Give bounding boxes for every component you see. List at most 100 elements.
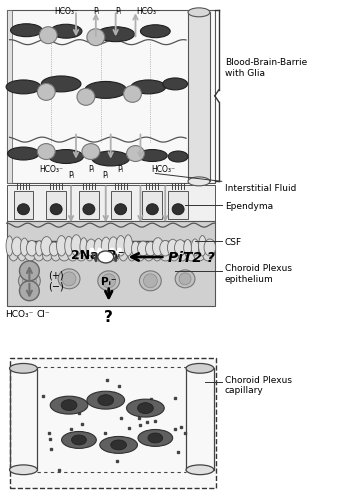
Ellipse shape bbox=[203, 249, 213, 262]
Ellipse shape bbox=[37, 144, 55, 160]
Bar bbox=[6, 222, 215, 306]
Bar bbox=[188, 14, 210, 182]
Ellipse shape bbox=[148, 433, 163, 443]
Text: Pᵢ: Pᵢ bbox=[117, 165, 124, 174]
Ellipse shape bbox=[127, 399, 164, 417]
Ellipse shape bbox=[138, 430, 173, 446]
Ellipse shape bbox=[131, 81, 166, 95]
Ellipse shape bbox=[62, 273, 76, 286]
Text: Choroid Plexus
epithelium: Choroid Plexus epithelium bbox=[225, 264, 292, 283]
Ellipse shape bbox=[22, 275, 36, 288]
Ellipse shape bbox=[72, 435, 87, 445]
Ellipse shape bbox=[163, 79, 188, 91]
Ellipse shape bbox=[127, 146, 145, 162]
Ellipse shape bbox=[62, 432, 96, 448]
Text: 2Na⁺: 2Na⁺ bbox=[71, 248, 105, 262]
Ellipse shape bbox=[128, 247, 136, 262]
Ellipse shape bbox=[57, 236, 67, 257]
Ellipse shape bbox=[143, 275, 157, 288]
Text: Pᵢ: Pᵢ bbox=[88, 165, 94, 174]
Ellipse shape bbox=[168, 152, 188, 163]
Ellipse shape bbox=[83, 204, 95, 215]
Ellipse shape bbox=[19, 272, 40, 291]
Ellipse shape bbox=[143, 246, 154, 262]
Bar bbox=[79, 192, 99, 220]
Ellipse shape bbox=[80, 238, 88, 257]
Ellipse shape bbox=[92, 244, 104, 262]
Ellipse shape bbox=[50, 204, 62, 215]
Ellipse shape bbox=[111, 440, 127, 450]
Ellipse shape bbox=[115, 204, 127, 215]
Ellipse shape bbox=[124, 235, 132, 257]
Ellipse shape bbox=[82, 144, 100, 160]
Ellipse shape bbox=[41, 237, 52, 257]
Ellipse shape bbox=[36, 241, 43, 257]
Text: HCO₃⁻: HCO₃⁻ bbox=[54, 8, 78, 17]
Text: Choroid Plexus
capillary: Choroid Plexus capillary bbox=[225, 375, 292, 394]
Ellipse shape bbox=[50, 25, 82, 39]
Text: PiT2 ?: PiT2 ? bbox=[168, 250, 215, 265]
Bar bbox=[14, 192, 33, 220]
Ellipse shape bbox=[101, 237, 111, 257]
Ellipse shape bbox=[20, 281, 39, 301]
Ellipse shape bbox=[186, 247, 196, 262]
Bar bbox=[142, 192, 162, 220]
Ellipse shape bbox=[94, 239, 103, 257]
Ellipse shape bbox=[49, 150, 83, 164]
Ellipse shape bbox=[116, 236, 126, 257]
Ellipse shape bbox=[191, 239, 199, 257]
Ellipse shape bbox=[140, 272, 161, 291]
Text: CSF: CSF bbox=[225, 237, 242, 246]
Text: Pᵢ⁻: Pᵢ⁻ bbox=[101, 276, 116, 286]
Ellipse shape bbox=[50, 396, 88, 414]
Bar bbox=[46, 192, 66, 220]
Ellipse shape bbox=[71, 235, 82, 257]
Ellipse shape bbox=[24, 246, 37, 262]
Ellipse shape bbox=[42, 249, 52, 262]
Ellipse shape bbox=[152, 238, 163, 257]
Ellipse shape bbox=[12, 237, 22, 257]
Text: Blood-Brain-Barrie
with Glia: Blood-Brain-Barrie with Glia bbox=[225, 58, 307, 78]
Text: (−): (−) bbox=[48, 281, 64, 291]
Ellipse shape bbox=[20, 262, 39, 281]
Ellipse shape bbox=[188, 177, 210, 186]
Ellipse shape bbox=[26, 241, 37, 257]
Ellipse shape bbox=[68, 249, 78, 262]
Ellipse shape bbox=[11, 25, 42, 38]
Ellipse shape bbox=[61, 400, 77, 411]
Ellipse shape bbox=[172, 204, 184, 215]
Ellipse shape bbox=[109, 237, 119, 257]
Ellipse shape bbox=[10, 364, 37, 373]
Ellipse shape bbox=[87, 391, 125, 409]
Text: Pᵢ: Pᵢ bbox=[68, 171, 74, 180]
Ellipse shape bbox=[51, 249, 61, 262]
Bar bbox=[111, 192, 131, 220]
Ellipse shape bbox=[77, 89, 95, 106]
Ellipse shape bbox=[131, 242, 140, 257]
Ellipse shape bbox=[100, 436, 137, 453]
Ellipse shape bbox=[49, 242, 59, 257]
Ellipse shape bbox=[41, 77, 81, 93]
Ellipse shape bbox=[167, 240, 178, 257]
Ellipse shape bbox=[124, 86, 141, 103]
Ellipse shape bbox=[204, 239, 216, 257]
Ellipse shape bbox=[58, 247, 70, 262]
Ellipse shape bbox=[159, 249, 172, 262]
Bar bbox=[10, 359, 216, 487]
Text: Pᵢ: Pᵢ bbox=[93, 8, 99, 17]
Ellipse shape bbox=[87, 30, 105, 47]
Ellipse shape bbox=[17, 244, 27, 262]
Ellipse shape bbox=[160, 241, 171, 257]
Bar bbox=[168, 192, 188, 220]
Text: Pᵢ: Pᵢ bbox=[116, 8, 122, 17]
Ellipse shape bbox=[85, 82, 127, 99]
Ellipse shape bbox=[137, 403, 153, 414]
Ellipse shape bbox=[98, 252, 114, 264]
Ellipse shape bbox=[175, 271, 195, 288]
Ellipse shape bbox=[33, 246, 44, 262]
Ellipse shape bbox=[10, 465, 37, 475]
Ellipse shape bbox=[146, 242, 156, 257]
Text: Interstitial Fluid: Interstitial Fluid bbox=[225, 184, 296, 193]
Ellipse shape bbox=[39, 28, 57, 45]
Ellipse shape bbox=[179, 274, 191, 285]
